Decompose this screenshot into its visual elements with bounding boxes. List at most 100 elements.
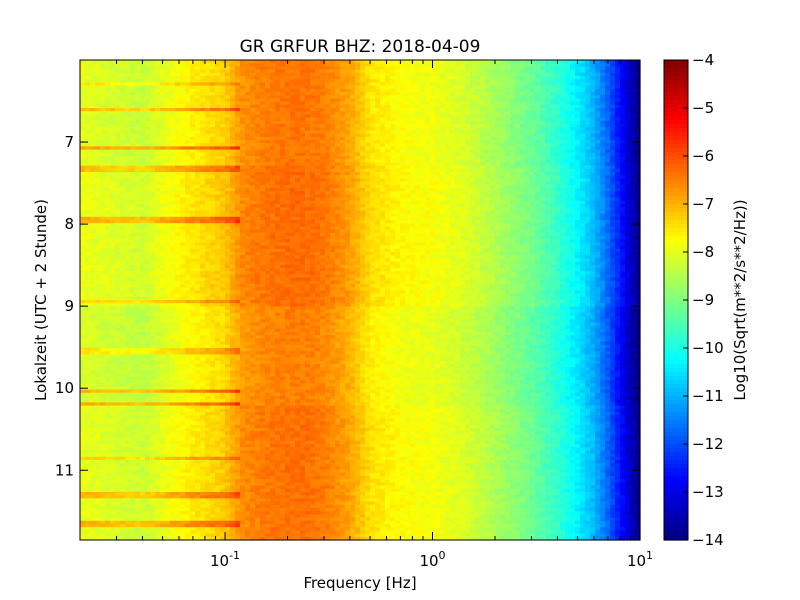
- heatmap-cell: [500, 149, 506, 154]
- heatmap-cell: [565, 60, 571, 64]
- heatmap-cell: [100, 194, 106, 199]
- heatmap-cell: [485, 175, 491, 179]
- heatmap-cell: [395, 149, 401, 154]
- heatmap-cell: [445, 149, 451, 154]
- heatmap-cell: [340, 140, 346, 144]
- heatmap-cell: [420, 149, 426, 154]
- heatmap-cell: [360, 168, 366, 173]
- heatmap-cell: [430, 76, 436, 80]
- heatmap-cell: [225, 124, 231, 128]
- heatmap-cell: [95, 117, 101, 122]
- heatmap-cell: [475, 85, 481, 90]
- heatmap-cell: [425, 127, 431, 131]
- heatmap-cell: [440, 184, 446, 189]
- heatmap-cell: [80, 200, 86, 205]
- heatmap-cell: [500, 69, 506, 74]
- heatmap-cell: [340, 95, 346, 99]
- heatmap-cell: [235, 60, 241, 64]
- heatmap-cell: [315, 149, 321, 154]
- heatmap-cell: [435, 82, 441, 87]
- heatmap-cell: [605, 95, 611, 99]
- heatmap-cell: [450, 181, 456, 186]
- heatmap-cell: [435, 85, 441, 90]
- heatmap-cell: [175, 184, 181, 189]
- heatmap-cell: [275, 111, 281, 115]
- heatmap-cell: [355, 178, 361, 183]
- heatmap-cell: [610, 120, 616, 125]
- heatmap-cell: [595, 152, 601, 157]
- heatmap-cell: [295, 178, 301, 183]
- heatmap-cell: [300, 140, 306, 144]
- heatmap-cell: [615, 63, 621, 67]
- heatmap-cell: [340, 76, 346, 80]
- heatmap-cell: [525, 175, 531, 179]
- heatmap-cell: [415, 156, 421, 160]
- heatmap-cell: [260, 191, 266, 195]
- heatmap-cell: [350, 114, 356, 119]
- heatmap-cell: [555, 104, 561, 109]
- heatmap-cell: [630, 69, 636, 74]
- heatmap-cell: [210, 120, 216, 125]
- heatmap-cell: [355, 191, 361, 195]
- heatmap-cell: [95, 120, 101, 125]
- heatmap-cell: [485, 92, 491, 96]
- heatmap-cell: [490, 120, 496, 125]
- heatmap-cell: [295, 114, 301, 119]
- heatmap-cell: [625, 178, 631, 183]
- heatmap-cell: [330, 136, 336, 141]
- heatmap-cell: [325, 127, 331, 131]
- heatmap-cell: [220, 120, 226, 125]
- heatmap-cell: [580, 130, 586, 135]
- heatmap-cell: [430, 79, 436, 83]
- heatmap-cell: [260, 143, 266, 147]
- heatmap-cell: [420, 85, 426, 90]
- heatmap-cell: [255, 133, 261, 138]
- heatmap-cell: [595, 111, 601, 115]
- heatmap-cell: [595, 79, 601, 83]
- heatmap-cell: [365, 104, 371, 109]
- heatmap-cell: [470, 79, 476, 83]
- heatmap-cell: [530, 60, 536, 64]
- heatmap-cell: [625, 82, 631, 87]
- heatmap-cell: [400, 165, 406, 170]
- heatmap-cell: [370, 111, 376, 115]
- heatmap-cell: [210, 98, 216, 103]
- heatmap-cell: [130, 72, 136, 77]
- heatmap-cell: [435, 143, 441, 147]
- heatmap-cell: [190, 188, 196, 192]
- heatmap-cell: [110, 127, 116, 131]
- heatmap-cell: [465, 82, 471, 87]
- heatmap-cell: [195, 85, 201, 90]
- heatmap-cell: [285, 72, 291, 77]
- heatmap-cell: [600, 82, 606, 87]
- heatmap-cell: [90, 133, 96, 138]
- heatmap-cell: [270, 184, 276, 189]
- heatmap-cell: [290, 140, 296, 144]
- heatmap-cell: [395, 92, 401, 96]
- heatmap-cell: [335, 149, 341, 154]
- heatmap-cell: [405, 114, 411, 119]
- heatmap-cell: [350, 184, 356, 189]
- heatmap-cell: [330, 85, 336, 90]
- heatmap-cell: [415, 188, 421, 192]
- heatmap-cell: [80, 98, 86, 103]
- heatmap-cell: [550, 191, 556, 195]
- heatmap-cell: [460, 124, 466, 128]
- heatmap-cell: [545, 188, 551, 192]
- heatmap-cell: [305, 181, 311, 186]
- heatmap-cell: [265, 127, 271, 131]
- heatmap-cell: [470, 197, 476, 202]
- heatmap-cell: [355, 165, 361, 170]
- heatmap-cell: [400, 127, 406, 131]
- heatmap-cell: [480, 159, 486, 163]
- heatmap-cell: [395, 88, 401, 93]
- heatmap-cell: [85, 127, 91, 131]
- heatmap-cell: [300, 136, 306, 141]
- heatmap-cell: [330, 178, 336, 183]
- heatmap-cell: [550, 88, 556, 93]
- heatmap-cell: [245, 168, 251, 173]
- heatmap-cell: [610, 130, 616, 135]
- heatmap-cell: [240, 136, 246, 141]
- heatmap-cell: [295, 162, 301, 167]
- heatmap-cell: [410, 200, 416, 205]
